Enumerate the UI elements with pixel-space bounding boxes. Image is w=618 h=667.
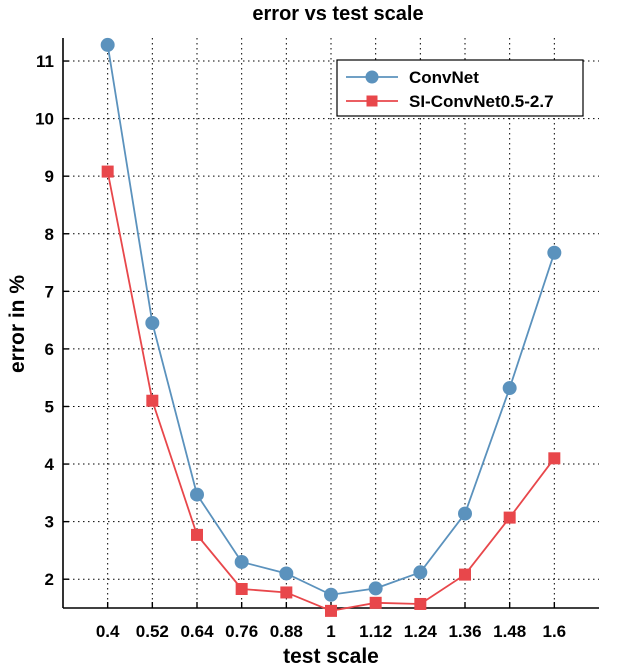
y-tick-label: 2 — [45, 570, 54, 589]
y-tick-label: 8 — [45, 225, 54, 244]
data-point — [459, 568, 471, 581]
y-tick-label: 5 — [45, 397, 54, 416]
data-point — [234, 554, 249, 569]
series-line — [106, 44, 556, 596]
y-tick-label: 4 — [45, 455, 55, 474]
axes: 0.4 0.52 0.64 0.76 0.88 1 1.12 1.24 1.36 1.48 1.6 2… — [35, 38, 599, 641]
data-point — [146, 394, 159, 407]
x-tick-label: 0.4 — [96, 622, 120, 641]
x-axis-label: test scale — [283, 645, 379, 667]
legend: ConvNet SI-ConvNet0.5-2.7 — [336, 59, 584, 117]
data-point — [100, 37, 115, 52]
data-point — [235, 583, 248, 595]
x-tick-label: 0.52 — [136, 622, 169, 641]
data-point — [547, 245, 562, 260]
legend-marker — [365, 70, 379, 84]
chart-title: error vs test scale — [252, 3, 423, 25]
y-tick-label: 3 — [45, 513, 54, 532]
x-tick-label: 1.6 — [543, 622, 567, 641]
x-tick-label: 0.64 — [180, 622, 214, 641]
y-axis-label: error in % — [6, 275, 29, 373]
x-tick-label: 0.76 — [225, 622, 258, 641]
x-tick-label: 1.36 — [448, 622, 481, 641]
legend-marker — [366, 95, 378, 107]
data-point — [279, 566, 294, 581]
data-point — [145, 316, 160, 330]
data-point — [502, 381, 517, 396]
plot-series — [100, 37, 562, 617]
y-tick-label: 7 — [45, 282, 54, 301]
series-convnet — [100, 37, 562, 602]
legend-entry: SI-ConvNet0.5-2.7 — [346, 92, 554, 111]
x-tick-label: 1 — [326, 622, 335, 641]
data-point — [413, 565, 428, 580]
legend-label: ConvNet — [409, 68, 479, 87]
legend-entry: ConvNet — [346, 68, 479, 87]
data-point — [548, 452, 561, 465]
grid — [63, 38, 599, 608]
legend-box — [336, 59, 584, 117]
y-tick-label: 6 — [45, 340, 54, 359]
y-tick-label: 10 — [35, 110, 54, 129]
data-point — [368, 581, 383, 596]
data-point — [190, 487, 204, 502]
y-tick-label: 11 — [36, 52, 54, 71]
data-point — [101, 165, 114, 178]
data-point — [458, 506, 472, 521]
x-tick-label: 0.88 — [270, 622, 303, 641]
x-tick-label: 1.48 — [493, 622, 526, 641]
x-tick-label: 1.24 — [404, 622, 438, 641]
data-point — [503, 511, 516, 524]
data-point — [280, 586, 293, 599]
data-point — [191, 528, 203, 541]
data-point — [324, 587, 338, 602]
data-point — [369, 596, 382, 609]
series-line — [106, 171, 556, 612]
data-point — [325, 604, 337, 617]
series-si-convnet0-5-2-7 — [101, 165, 561, 617]
x-tick-label: 1.12 — [359, 622, 392, 641]
legend-label: SI-ConvNet0.5-2.7 — [409, 92, 554, 111]
y-tick-label: 9 — [45, 167, 54, 186]
data-point — [414, 597, 427, 610]
